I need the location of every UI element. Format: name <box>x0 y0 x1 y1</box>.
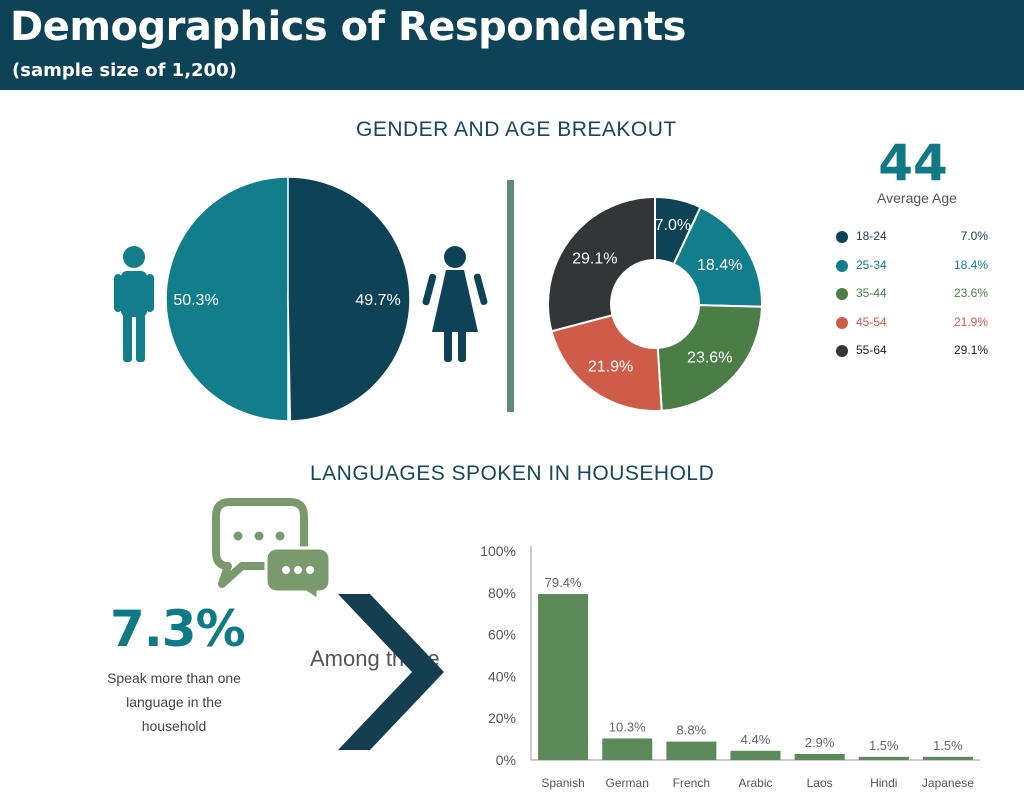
bar-value-label: 8.8% <box>677 723 707 738</box>
age-donut-label: 21.9% <box>588 359 633 376</box>
chevron-right-icon <box>338 594 444 750</box>
gender-pie-label: 49.7% <box>355 292 400 309</box>
average-age-value: 44 <box>878 134 948 192</box>
legend-swatch <box>836 259 848 272</box>
gender-pie-slice <box>165 176 292 422</box>
multilingual-percent: 7.3% <box>110 600 246 658</box>
chat-bubbles-icon <box>212 498 332 603</box>
page-subtitle: (sample size of 1,200) <box>12 60 237 81</box>
age-legend-item: 18-24 7.0% <box>836 228 988 248</box>
legend-value: 7.0% <box>960 229 988 243</box>
multilingual-description: Speak more than one language in the hous… <box>107 670 241 734</box>
legend-swatch <box>836 288 848 300</box>
languages-section-title: LANGUAGES SPOKEN IN HOUSEHOLD <box>310 462 715 485</box>
y-tick-label: 60% <box>488 627 516 643</box>
language-bar <box>538 594 589 760</box>
x-category-label: Japanese <box>922 776 974 790</box>
legend-value: 23.6% <box>953 286 988 300</box>
female-person-icon <box>422 246 488 362</box>
bar-value-label: 2.9% <box>805 735 835 750</box>
age-donut-slice <box>547 195 656 333</box>
languages-bar-chart: 0% 20% 40% 60% 80% 100% 79.4% Spanish 10.3% Germa… <box>480 543 980 790</box>
x-category-label: German <box>606 776 649 790</box>
bar-value-label: 1.5% <box>933 738 963 753</box>
x-category-label: Hindi <box>870 776 897 790</box>
language-bar <box>602 738 653 760</box>
section-divider <box>507 180 514 412</box>
legend-value: 29.1% <box>953 343 988 357</box>
language-bar <box>858 756 909 760</box>
bar-value-label: 79.4% <box>545 575 582 590</box>
header-banner: Demographics of Respondents (sample size… <box>0 0 1024 90</box>
age-legend-item: 45-54 21.9% <box>836 314 988 334</box>
legend-value: 21.9% <box>953 314 988 329</box>
average-age-label: Average Age <box>877 190 957 206</box>
language-bar <box>730 750 781 760</box>
legend-label: 18-24 <box>856 229 887 243</box>
y-tick-label: 100% <box>480 543 516 559</box>
legend-swatch <box>836 316 848 329</box>
age-legend-item: 25-34 18.4% <box>836 257 988 277</box>
page-title: Demographics of Respondents <box>10 4 686 50</box>
y-tick-label: 0% <box>496 752 516 768</box>
age-donut-slice <box>672 205 763 308</box>
language-bar <box>666 741 717 760</box>
language-bar <box>794 753 845 760</box>
x-category-label: Laos <box>807 776 833 790</box>
y-tick-label: 40% <box>488 668 516 684</box>
gender-pie-chart: 50.3% 49.7% <box>165 176 411 422</box>
age-donut-slice <box>656 304 763 412</box>
age-legend-item: 35-44 23.6% <box>836 285 988 305</box>
bar-value-label: 4.4% <box>741 732 771 747</box>
legend-label: 35-44 <box>856 286 887 300</box>
age-donut-chart: 7.0% 18.4% 23.6% 21.9% 29.1% <box>547 195 763 412</box>
legend-label: 25-34 <box>856 257 887 272</box>
age-donut-slice <box>550 313 663 412</box>
y-tick-label: 20% <box>488 710 516 726</box>
bar-value-label: 1.5% <box>869 738 899 753</box>
language-bar <box>922 756 973 760</box>
x-category-label: French <box>673 776 710 790</box>
legend-label: 55-64 <box>856 343 887 357</box>
age-donut-label: 23.6% <box>687 350 732 367</box>
legend-value: 18.4% <box>953 257 988 272</box>
male-person-icon <box>114 246 154 362</box>
age-legend-item: 55-64 29.1% <box>836 342 988 362</box>
legend-label: 45-54 <box>856 314 887 329</box>
y-tick-label: 80% <box>488 585 516 601</box>
bar-value-label: 10.3% <box>609 719 646 734</box>
gender-pie-label: 50.3% <box>173 292 218 309</box>
legend-swatch <box>836 345 848 357</box>
x-category-label: Arabic <box>738 776 772 790</box>
legend-swatch <box>836 231 848 243</box>
gender-age-section-title: GENDER AND AGE BREAKOUT <box>356 118 677 141</box>
age-donut-label: 18.4% <box>697 257 742 274</box>
age-donut-label: 7.0% <box>655 217 691 234</box>
age-donut-label: 29.1% <box>572 251 617 268</box>
gender-pie-slice <box>287 176 411 422</box>
x-category-label: Spanish <box>541 776 584 790</box>
